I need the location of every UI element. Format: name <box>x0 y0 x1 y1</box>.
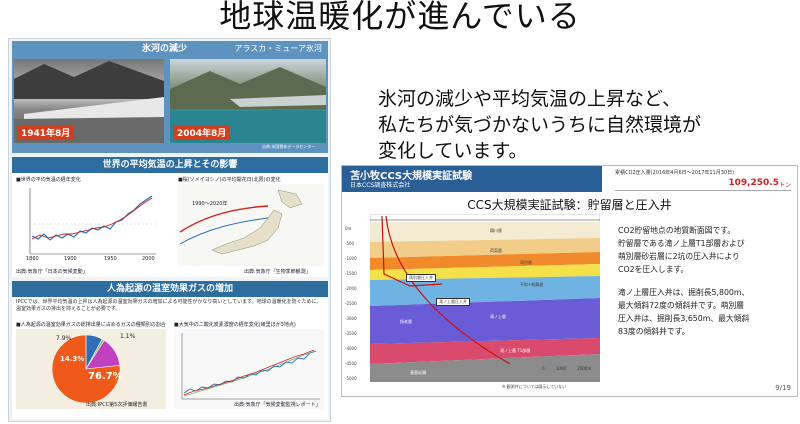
glacier-section: 氷河の減少 アラスカ・ミューア氷河 1941年8月 2004年8月 出典:米国雪… <box>12 41 328 153</box>
layer-label: 鵡川層 <box>490 228 502 233</box>
desc-line <box>618 276 796 286</box>
layer-label: 平取+軽舞層 <box>520 282 544 287</box>
pie-caption: ■人為起源の温室効果ガスの総排出量に占めるガスの種類別の割合 <box>16 322 166 328</box>
sakura-caption: ■桜(ソメイヨシノ)の平均開花日(北限)の変化 <box>178 177 281 183</box>
message-line-1: 氷河の減少や平均気温の上昇など、 <box>378 88 682 110</box>
slide-footnote: ※ 観測井については図示していない <box>502 384 567 389</box>
desc-line: CO2貯留地点の地質断面図です。 <box>618 226 736 235</box>
poster: 氷河の減少 アラスカ・ミューア氷河 1941年8月 2004年8月 出典:米国雪… <box>8 38 331 422</box>
scale-tick: 2000m <box>577 366 592 371</box>
co2-total-unit: トン <box>778 182 791 189</box>
scale-bar: 0 1000 2000m <box>542 366 591 371</box>
pie-slice <box>51 334 121 404</box>
layer-label: 振老層 <box>400 319 412 324</box>
desc-line: 最大傾斜72度の傾斜井です。萌別層 <box>618 301 745 310</box>
desc-line: 萌別層砂岩層に2坑の圧入井により <box>618 252 740 261</box>
depth-label: -2500 <box>345 301 357 306</box>
co2-line-caption: ■大気中の二酸化炭素濃度の経年変化(綾里ほか3地点) <box>174 322 296 328</box>
co2-concentration-chart: 出典:気象庁「気候変動監視レポート」 <box>174 329 324 409</box>
message-line-2: 私たちが気づかないうちに自然環境が <box>378 114 702 136</box>
year-tick: 1900 <box>64 256 77 262</box>
year-tick: 1950 <box>104 256 117 262</box>
depth-label: -2000 <box>345 286 357 291</box>
layer-label: 滝ノ上層 <box>490 314 506 319</box>
glacier-location: アラスカ・ミューア氷河 <box>234 44 322 53</box>
pie-label-co2: 76.7% <box>88 371 123 382</box>
well-label: 滝ノ上層圧入井 <box>436 298 470 306</box>
glacier-photo-2004: 2004年8月 <box>170 59 326 143</box>
depth-label: -4000 <box>345 346 357 351</box>
scale-tick: 1000 <box>555 366 567 371</box>
depth-label: -3000 <box>345 316 357 321</box>
co2-total-value: 109,250.5 <box>728 178 779 188</box>
geological-cross-section: 鵡川層 荷菜層 萌別層 平取+軽舞層 振老層 滝ノ上層 滝ノ上層 T1部層 基盤… <box>369 213 601 383</box>
pie-label-fgas: 1.1% <box>120 333 136 340</box>
co2-line-source: 出典:気象庁「気候変動監視レポート」 <box>234 402 321 408</box>
ghg-pie-chart: 7.9% 1.1% 14.3% 76.7% 出典:IPCC第5次評価報告書 <box>16 329 166 409</box>
sakura-map: 1990〜2020年 <box>178 184 324 266</box>
temp-chart-caption: ■世界の平均気温の経年変化 <box>16 177 81 183</box>
layer-label: 滝ノ上層 T1部層 <box>500 348 531 353</box>
message-line-3: 変化しています。 <box>378 140 528 162</box>
glacier-photo-1941: 1941年8月 <box>14 59 164 143</box>
desc-line: 貯留層である滝ノ上層T1部層および <box>618 239 745 248</box>
depth-label: -1000 <box>345 256 357 261</box>
ghg-text: IPCCでは、世界平均気温の上昇は人為起源の温室効果ガスの増加による可能性がかな… <box>16 299 322 312</box>
desc-line: CO2を圧入します。 <box>618 265 689 274</box>
desc-line: 83度の傾斜井です。 <box>618 327 690 336</box>
glacier-title: 氷河の減少 <box>142 44 188 54</box>
ccs-slide: 苫小牧CCS大規模実証試験 日本CCS調査株式会社 累積CO2圧入量(2016年… <box>341 165 798 397</box>
depth-label: -1500 <box>345 271 357 276</box>
temp-source: 出典:気象庁「日本の気候変動」 <box>16 269 88 275</box>
pie-source: 出典:IPCC第5次評価報告書 <box>86 402 148 408</box>
temperature-section: 世界の平均気温の上昇とその影響 ■世界の平均気温の経年変化 ■桜(ソメイヨシノ)… <box>12 157 328 277</box>
sakura-years: 1990〜2020年 <box>192 201 228 207</box>
slide-title: CCS大規模実証試験：貯留層と圧入井 <box>467 198 672 212</box>
slide-header-sub: 日本CCS調査株式会社 <box>350 182 411 189</box>
layer-label: 萌別層 <box>520 260 532 265</box>
depth-label: 0m <box>345 226 352 231</box>
scale-tick: 0 <box>542 366 545 371</box>
page-number: 9/19 <box>775 384 791 392</box>
slide-description: CO2貯留地点の地質断面図です。 貯留層である滝ノ上層T1部層および 萌別層砂岩… <box>618 224 796 338</box>
layer-label: 基盤岩類 <box>410 370 426 375</box>
glacier-credit: 出典:米国雪氷データセンター <box>262 144 316 149</box>
pie-label-ch4: 14.3% <box>60 355 85 363</box>
temperature-chart: 1860 1900 1950 2000 <box>16 184 166 266</box>
temperature-title: 世界の平均気温の上昇とその影響 <box>12 157 328 173</box>
sakura-source: 出典:気象庁「生物季節観測」 <box>244 269 311 275</box>
page-title: 地球温暖化が進んでいる <box>219 0 581 35</box>
desc-line: 滝ノ上層圧入井は、掘削長5,800m、 <box>618 288 750 297</box>
well-label: 萌別層圧入井 <box>406 274 436 282</box>
year-tick: 2000 <box>142 256 155 262</box>
year-label-old: 1941年8月 <box>17 125 75 140</box>
year-label-new: 2004年8月 <box>173 125 231 140</box>
depth-label: -5000 <box>345 376 357 381</box>
ghg-title: 人為起源の温室効果ガスの増加 <box>12 281 328 297</box>
ghg-section: 人為起源の温室効果ガスの増加 IPCCでは、世界平均気温の上昇は人為起源の温室効… <box>12 281 328 419</box>
slide-header-title: 苫小牧CCS大規模実証試験 <box>350 171 473 182</box>
slide-header: 苫小牧CCS大規模実証試験 日本CCS調査株式会社 <box>342 166 602 192</box>
depth-label: -4500 <box>345 361 357 366</box>
co2-total-label: 累積CO2圧入量(2016年4月6日〜2017年11月30日) <box>615 170 735 176</box>
depth-label: -3500 <box>345 331 357 336</box>
desc-line: 圧入井は、掘削長3,650m、最大傾斜 <box>618 314 750 323</box>
co2-injection-total: 累積CO2圧入量(2016年4月6日〜2017年11月30日) 109,250.… <box>615 168 791 191</box>
depth-label: -500 <box>345 241 355 246</box>
pie-label-n2o: 7.9% <box>56 335 72 342</box>
year-tick: 1860 <box>26 256 39 262</box>
layer-label: 荷菜層 <box>490 248 502 253</box>
